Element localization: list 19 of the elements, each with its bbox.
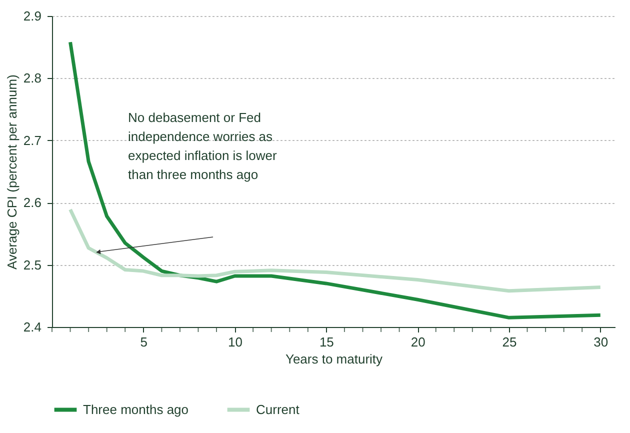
x-tick-label: 20 (410, 334, 426, 350)
y-axis-title: Average CPI (percent per annum) (4, 74, 20, 270)
x-tick-label: 25 (502, 334, 517, 350)
x-axis-title: Years to maturity (285, 352, 384, 366)
y-tick-label: 2.5 (23, 257, 42, 272)
x-tick-label: 30 (594, 334, 608, 350)
x-tick-label: 5 (140, 334, 148, 350)
y-tick-label: 2.4 (23, 320, 42, 334)
x-tick-label: 10 (228, 334, 243, 350)
line-series (68, 40, 602, 320)
y-tick-label: 2.6 (23, 195, 42, 210)
y-tick-label: 2.9 (23, 8, 42, 24)
x-tick-label: 15 (319, 334, 334, 350)
y-tick-label: 2.7 (23, 132, 42, 148)
line-series (68, 208, 602, 293)
legend-label: Three months ago (83, 402, 189, 417)
legend-label: Current (256, 402, 300, 417)
annotation: No debasement or Fed independence worries as expected inflation is lower than three months ago (128, 110, 278, 182)
y-tick-label: 2.8 (23, 70, 42, 86)
